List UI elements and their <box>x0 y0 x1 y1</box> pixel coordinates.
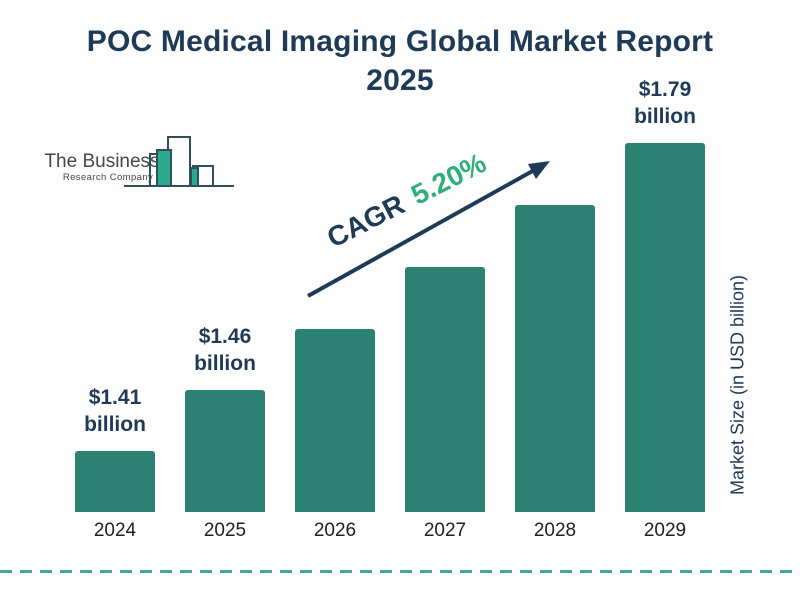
bar-column-2024: $1.41 billion 2024 <box>75 384 155 541</box>
bar-chart-area: $1.41 billion 2024 $1.46 billion 2025 20… <box>75 0 705 541</box>
bar-column-2028: 2028 <box>515 192 595 541</box>
chart-title-line2: 2025 <box>366 64 434 97</box>
bar-2029 <box>625 143 705 512</box>
bottom-dashed-divider <box>0 570 800 573</box>
bar-2024 <box>75 451 155 512</box>
x-tick-2026: 2026 <box>313 520 357 541</box>
logo-text-secondary: Research Company <box>63 172 153 183</box>
x-tick-2025: 2025 <box>203 520 247 541</box>
value-label-amount: $1.41 <box>88 386 142 409</box>
company-logo: The Business Research Company <box>38 130 238 194</box>
chart-title: POC Medical Imaging Global Market Report… <box>0 22 800 100</box>
chart-title-line1: POC Medical Imaging Global Market Report <box>86 25 714 58</box>
y-axis-label: Market Size (in USD billion) <box>727 274 748 496</box>
value-label-unit: billion <box>634 105 696 128</box>
bar-column-2027: 2027 <box>405 254 485 541</box>
x-tick-2029: 2029 <box>643 520 687 541</box>
trend-arrow-icon <box>307 161 550 298</box>
x-tick-2027: 2027 <box>423 520 467 541</box>
bar-column-2025: $1.46 billion 2025 <box>185 323 265 541</box>
bar-2025 <box>185 390 265 512</box>
bar-2026 <box>295 329 375 512</box>
value-label-2025: $1.46 billion <box>194 323 256 377</box>
x-tick-2028: 2028 <box>533 520 577 541</box>
bar-2027 <box>405 267 485 512</box>
value-label-amount: $1.46 <box>198 325 252 348</box>
logo-bars-icon <box>124 136 234 187</box>
logo-text-primary: The Business <box>44 151 159 172</box>
bar-column-2029: $1.79 billion 2029 <box>625 76 705 541</box>
bar-column-2026: 2026 <box>295 316 375 541</box>
x-tick-2024: 2024 <box>93 520 137 541</box>
value-label-2024: $1.41 billion <box>84 384 146 438</box>
value-label-2029: $1.79 billion <box>634 76 696 130</box>
value-label-unit: billion <box>194 352 256 375</box>
bar-2028 <box>515 205 595 512</box>
value-label-unit: billion <box>84 413 146 436</box>
value-label-amount: $1.79 <box>638 78 692 101</box>
